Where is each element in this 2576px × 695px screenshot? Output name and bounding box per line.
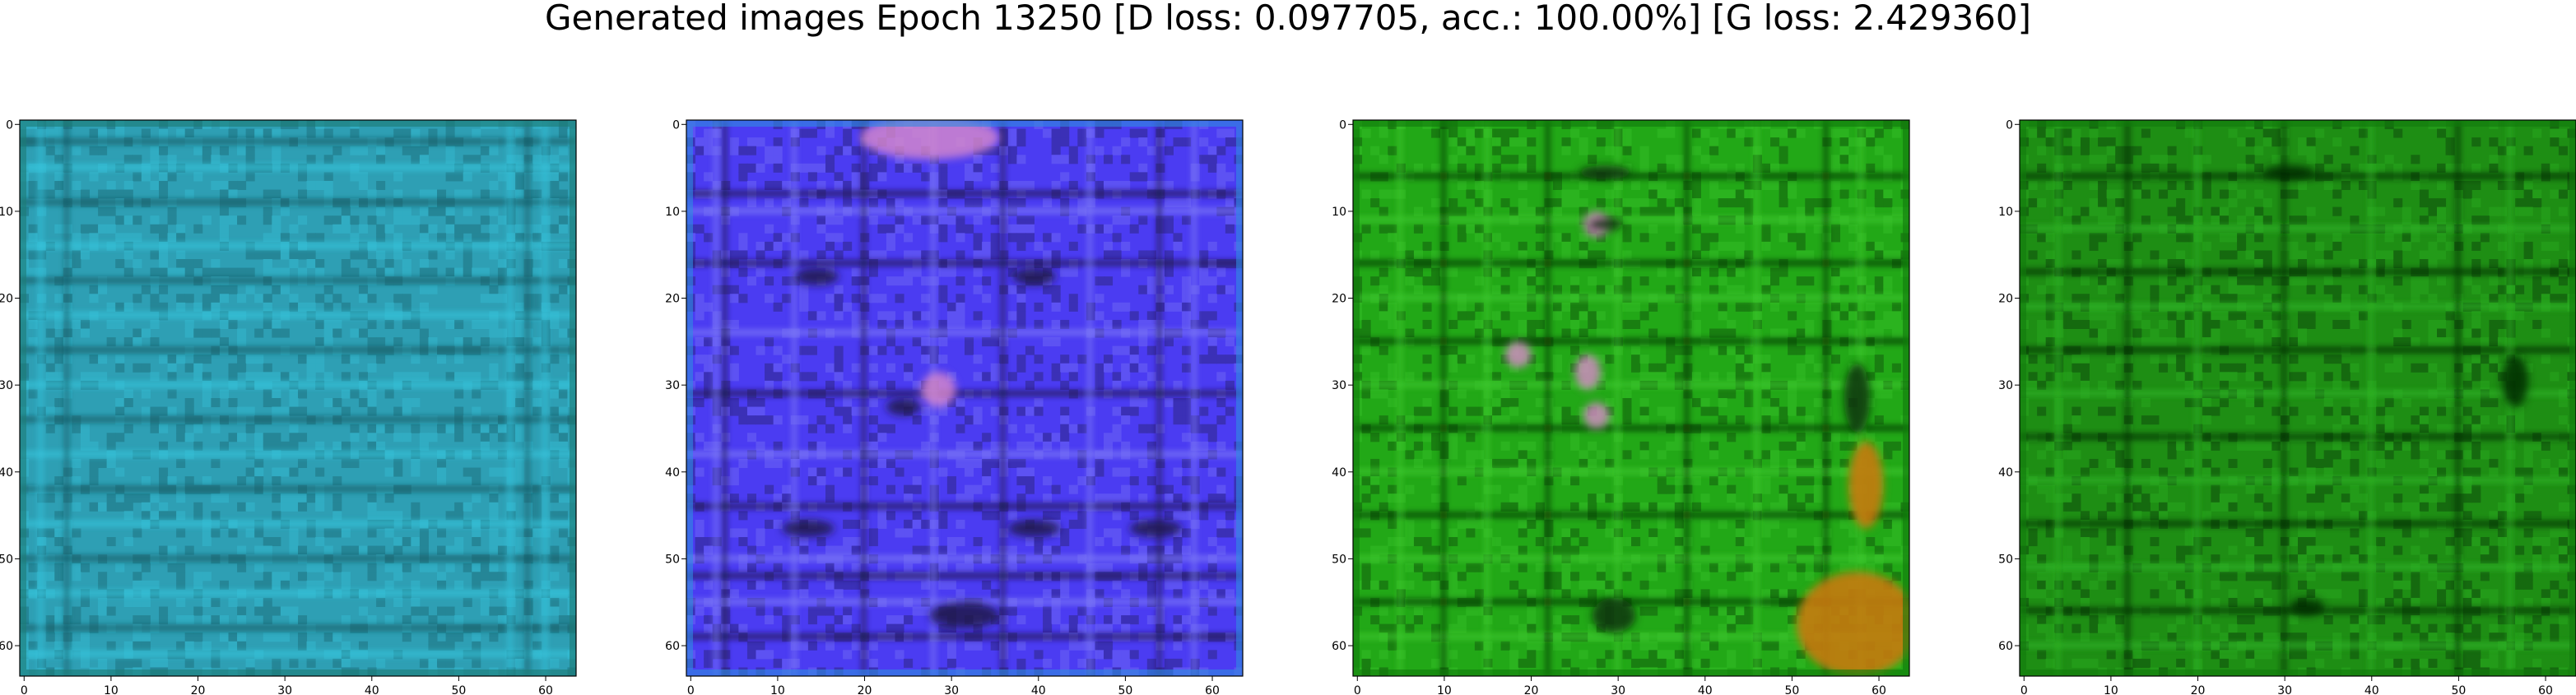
x-tick-label: 0 — [2020, 684, 2028, 695]
x-tick-label: 30 — [277, 684, 292, 695]
y-tick-label: 50 — [665, 553, 680, 566]
image-panel-3: 0 10 20 30 40 50 60 0 10 20 30 40 50 60 — [1332, 118, 1910, 695]
axis-ticks: 0 10 20 30 40 50 60 0 10 20 30 40 50 60 — [1332, 118, 1886, 695]
x-tick-label: 0 — [687, 684, 695, 695]
x-tick-label: 20 — [191, 684, 206, 695]
generated-image-2 — [686, 120, 1243, 676]
figure-title: Generated images Epoch 13250 [D loss: 0.… — [544, 0, 2032, 38]
y-tick-label: 20 — [1998, 293, 2013, 306]
generated-image-3 — [1353, 120, 1909, 676]
y-tick-label: 0 — [6, 118, 13, 132]
y-tick-label: 0 — [1339, 118, 1346, 132]
image-panel-1: 0 10 20 30 40 50 60 0 10 20 30 40 50 60 — [0, 118, 577, 695]
x-tick-label: 50 — [1784, 684, 1799, 695]
y-tick-label: 0 — [2006, 118, 2013, 132]
x-tick-label: 30 — [1611, 684, 1625, 695]
y-tick-label: 40 — [0, 466, 13, 480]
y-tick-label: 10 — [1332, 206, 1346, 219]
y-tick-label: 60 — [0, 640, 13, 653]
x-tick-label: 40 — [365, 684, 379, 695]
axis-ticks: 0 10 20 30 40 50 60 0 10 20 30 40 50 60 — [665, 118, 1220, 695]
axes-frame — [1352, 119, 1910, 677]
y-tick-label: 20 — [1332, 293, 1346, 306]
y-tick-label: 40 — [1332, 466, 1346, 480]
x-tick-label: 0 — [21, 684, 28, 695]
generated-image-4 — [2020, 120, 2576, 676]
y-tick-label: 50 — [1332, 553, 1346, 566]
y-tick-label: 60 — [1998, 640, 2013, 653]
x-tick-label: 20 — [2191, 684, 2206, 695]
x-tick-label: 20 — [858, 684, 872, 695]
generated-image-1 — [20, 120, 576, 676]
axes-frame — [686, 119, 1244, 677]
y-tick-label: 30 — [1998, 379, 2013, 392]
x-tick-label: 10 — [770, 684, 785, 695]
y-tick-label: 50 — [0, 553, 13, 566]
x-tick-label: 30 — [2277, 684, 2292, 695]
axes-frame — [19, 119, 577, 677]
image-panel-4: 0 10 20 30 40 50 60 0 10 20 30 40 50 60 — [1998, 118, 2576, 695]
y-tick-label: 30 — [1332, 379, 1346, 392]
x-tick-label: 10 — [2104, 684, 2118, 695]
x-tick-label: 10 — [1437, 684, 1452, 695]
image-panel-2: 0 10 20 30 40 50 60 0 10 20 30 40 50 60 — [665, 118, 1244, 695]
y-tick-label: 10 — [1998, 206, 2013, 219]
x-tick-label: 40 — [1698, 684, 1713, 695]
x-tick-label: 50 — [451, 684, 466, 695]
y-tick-label: 60 — [665, 640, 680, 653]
x-tick-label: 10 — [104, 684, 119, 695]
axis-ticks: 0 10 20 30 40 50 60 0 10 20 30 40 50 60 — [0, 118, 553, 695]
x-tick-label: 40 — [1031, 684, 1046, 695]
x-tick-label: 60 — [1205, 684, 1220, 695]
x-tick-label: 50 — [1118, 684, 1132, 695]
x-tick-label: 60 — [1872, 684, 1886, 695]
x-tick-label: 50 — [2451, 684, 2466, 695]
y-tick-label: 40 — [665, 466, 680, 480]
y-tick-label: 20 — [0, 293, 13, 306]
y-tick-label: 20 — [665, 293, 680, 306]
x-tick-label: 30 — [944, 684, 959, 695]
y-tick-label: 0 — [672, 118, 680, 132]
x-tick-label: 20 — [1524, 684, 1539, 695]
axis-ticks: 0 10 20 30 40 50 60 0 10 20 30 40 50 60 — [1998, 118, 2553, 695]
y-tick-label: 30 — [0, 379, 13, 392]
y-tick-label: 40 — [1998, 466, 2013, 480]
y-tick-label: 50 — [1998, 553, 2013, 566]
axes-frame — [2019, 119, 2576, 677]
x-tick-label: 40 — [2364, 684, 2379, 695]
y-tick-label: 60 — [1332, 640, 1346, 653]
y-tick-label: 30 — [665, 379, 680, 392]
x-tick-label: 60 — [538, 684, 553, 695]
x-tick-label: 60 — [2538, 684, 2553, 695]
y-tick-label: 10 — [665, 206, 680, 219]
x-tick-label: 0 — [1354, 684, 1361, 695]
y-tick-label: 10 — [0, 206, 13, 219]
